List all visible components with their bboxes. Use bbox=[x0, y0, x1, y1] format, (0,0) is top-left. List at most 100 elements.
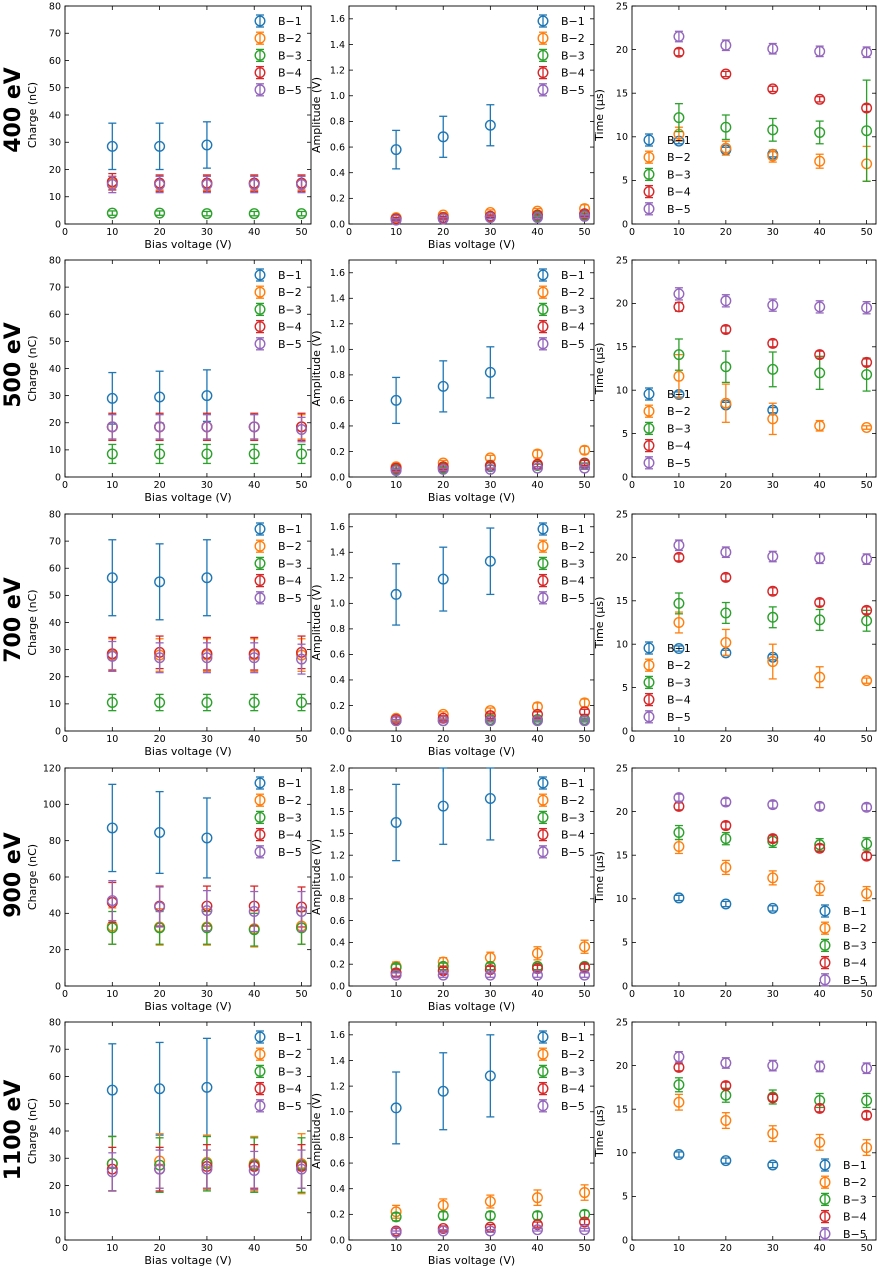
legend-label: B−4 bbox=[278, 829, 302, 842]
data-point bbox=[767, 413, 779, 425]
y-tick-label: 10 bbox=[616, 386, 628, 397]
legend-label: B−1 bbox=[278, 777, 302, 790]
series-b-5 bbox=[106, 1149, 308, 1192]
data-point bbox=[720, 295, 732, 307]
y-tick-label: 30 bbox=[49, 645, 61, 656]
y-tick-label: 20 bbox=[49, 165, 61, 176]
data-point bbox=[106, 140, 118, 152]
x-tick-label: 40 bbox=[248, 989, 260, 1000]
data-point bbox=[248, 208, 260, 220]
data-point bbox=[861, 102, 873, 114]
row-label: 1100 eV bbox=[1, 1080, 26, 1181]
data-point bbox=[767, 299, 779, 311]
y-tick-label: 25 bbox=[616, 1017, 628, 1028]
x-tick-label: 0 bbox=[629, 1243, 635, 1254]
legend-marker bbox=[254, 321, 266, 333]
data-point bbox=[861, 1094, 873, 1106]
data-point bbox=[484, 212, 496, 224]
data-point bbox=[814, 155, 826, 167]
y-tick-label: 1.4 bbox=[330, 40, 345, 51]
x-tick-label: 20 bbox=[437, 734, 449, 745]
legend-marker bbox=[254, 557, 266, 569]
legend-marker bbox=[819, 957, 831, 969]
y-tick-label: 40 bbox=[49, 618, 61, 629]
y-tick-label: 1.0 bbox=[330, 345, 345, 356]
legend-label: B−3 bbox=[278, 557, 302, 570]
x-tick-label: 40 bbox=[531, 227, 543, 238]
legend-label: B−3 bbox=[278, 303, 302, 316]
data-point bbox=[720, 323, 732, 335]
data-point bbox=[390, 465, 402, 477]
data-point bbox=[767, 585, 779, 597]
data-point bbox=[767, 337, 779, 349]
legend-label: B−5 bbox=[561, 338, 585, 351]
legend-marker bbox=[643, 186, 655, 198]
legend-marker bbox=[537, 1031, 549, 1043]
data-point bbox=[296, 653, 308, 665]
legend-label: B−1 bbox=[561, 269, 585, 282]
legend-label: B−2 bbox=[278, 32, 302, 45]
data-point bbox=[106, 572, 118, 584]
series-b-5 bbox=[390, 210, 591, 226]
y-tick-label: 100 bbox=[43, 800, 61, 811]
data-point bbox=[390, 394, 402, 406]
legend-label: B−4 bbox=[667, 440, 691, 453]
legend-marker bbox=[537, 811, 549, 823]
data-point bbox=[767, 43, 779, 55]
data-point bbox=[673, 643, 685, 655]
y-tick-label: 1.8 bbox=[330, 785, 345, 796]
y-tick-label: 50 bbox=[49, 83, 61, 94]
series-b-2 bbox=[673, 1093, 873, 1157]
row-label: 700 eV bbox=[1, 577, 26, 663]
x-tick-label: 30 bbox=[767, 989, 779, 1000]
legend-marker bbox=[254, 32, 266, 44]
y-tick-label: 0.8 bbox=[330, 894, 345, 905]
data-point bbox=[720, 1080, 732, 1092]
x-tick-label: 50 bbox=[579, 989, 591, 1000]
data-point bbox=[579, 969, 591, 981]
data-point bbox=[579, 1216, 591, 1228]
y-tick-label: 0 bbox=[622, 472, 628, 483]
data-point bbox=[390, 1211, 402, 1223]
x-tick-label: 0 bbox=[346, 989, 352, 1000]
series-b-4 bbox=[673, 800, 873, 862]
data-point bbox=[861, 553, 873, 565]
data-point bbox=[673, 301, 685, 313]
y-tick-label: 1.2 bbox=[330, 1081, 345, 1092]
series-b-5 bbox=[673, 30, 873, 59]
y-tick-label: 1.2 bbox=[330, 319, 345, 330]
legend-marker bbox=[643, 203, 655, 215]
legend-marker bbox=[819, 1211, 831, 1223]
legend-label: B−3 bbox=[667, 422, 691, 435]
data-point bbox=[201, 832, 213, 844]
x-tick-label: 50 bbox=[861, 1243, 873, 1254]
data-point bbox=[106, 178, 118, 190]
legend-marker bbox=[254, 540, 266, 552]
data-point bbox=[484, 555, 496, 567]
legend-label: B−4 bbox=[561, 67, 585, 80]
legend-marker bbox=[254, 1031, 266, 1043]
legend-label: B−4 bbox=[561, 1083, 585, 1096]
y-tick-label: 0.0 bbox=[330, 472, 345, 483]
data-point bbox=[720, 1155, 732, 1167]
legend: B−1 B−2 B−3 B−4 B−5 bbox=[643, 387, 691, 470]
legend-label: B−3 bbox=[561, 49, 585, 62]
series-b-1 bbox=[106, 783, 213, 879]
x-tick-label: 50 bbox=[579, 480, 591, 491]
y-axis-label: Amplitude (V) bbox=[310, 839, 323, 915]
y-tick-label: 30 bbox=[49, 138, 61, 149]
data-point bbox=[673, 31, 685, 43]
legend-label: B−2 bbox=[278, 794, 302, 807]
legend-label: B−2 bbox=[561, 540, 585, 553]
legend-marker bbox=[537, 1065, 549, 1077]
x-tick-label: 0 bbox=[629, 480, 635, 491]
legend-label: B−1 bbox=[843, 1159, 867, 1172]
y-tick-label: 1.6 bbox=[330, 268, 345, 279]
legend: B−1 B−2 B−3 B−4 B−5 bbox=[254, 268, 302, 351]
data-point bbox=[437, 800, 449, 812]
legend: B−1 B−2 B−3 B−4 B−5 bbox=[254, 1030, 302, 1113]
legend: B−1 B−2 B−3 B−4 B−5 bbox=[537, 268, 585, 351]
x-tick-label: 30 bbox=[201, 734, 213, 745]
legend-marker bbox=[643, 151, 655, 163]
data-point bbox=[531, 715, 543, 727]
